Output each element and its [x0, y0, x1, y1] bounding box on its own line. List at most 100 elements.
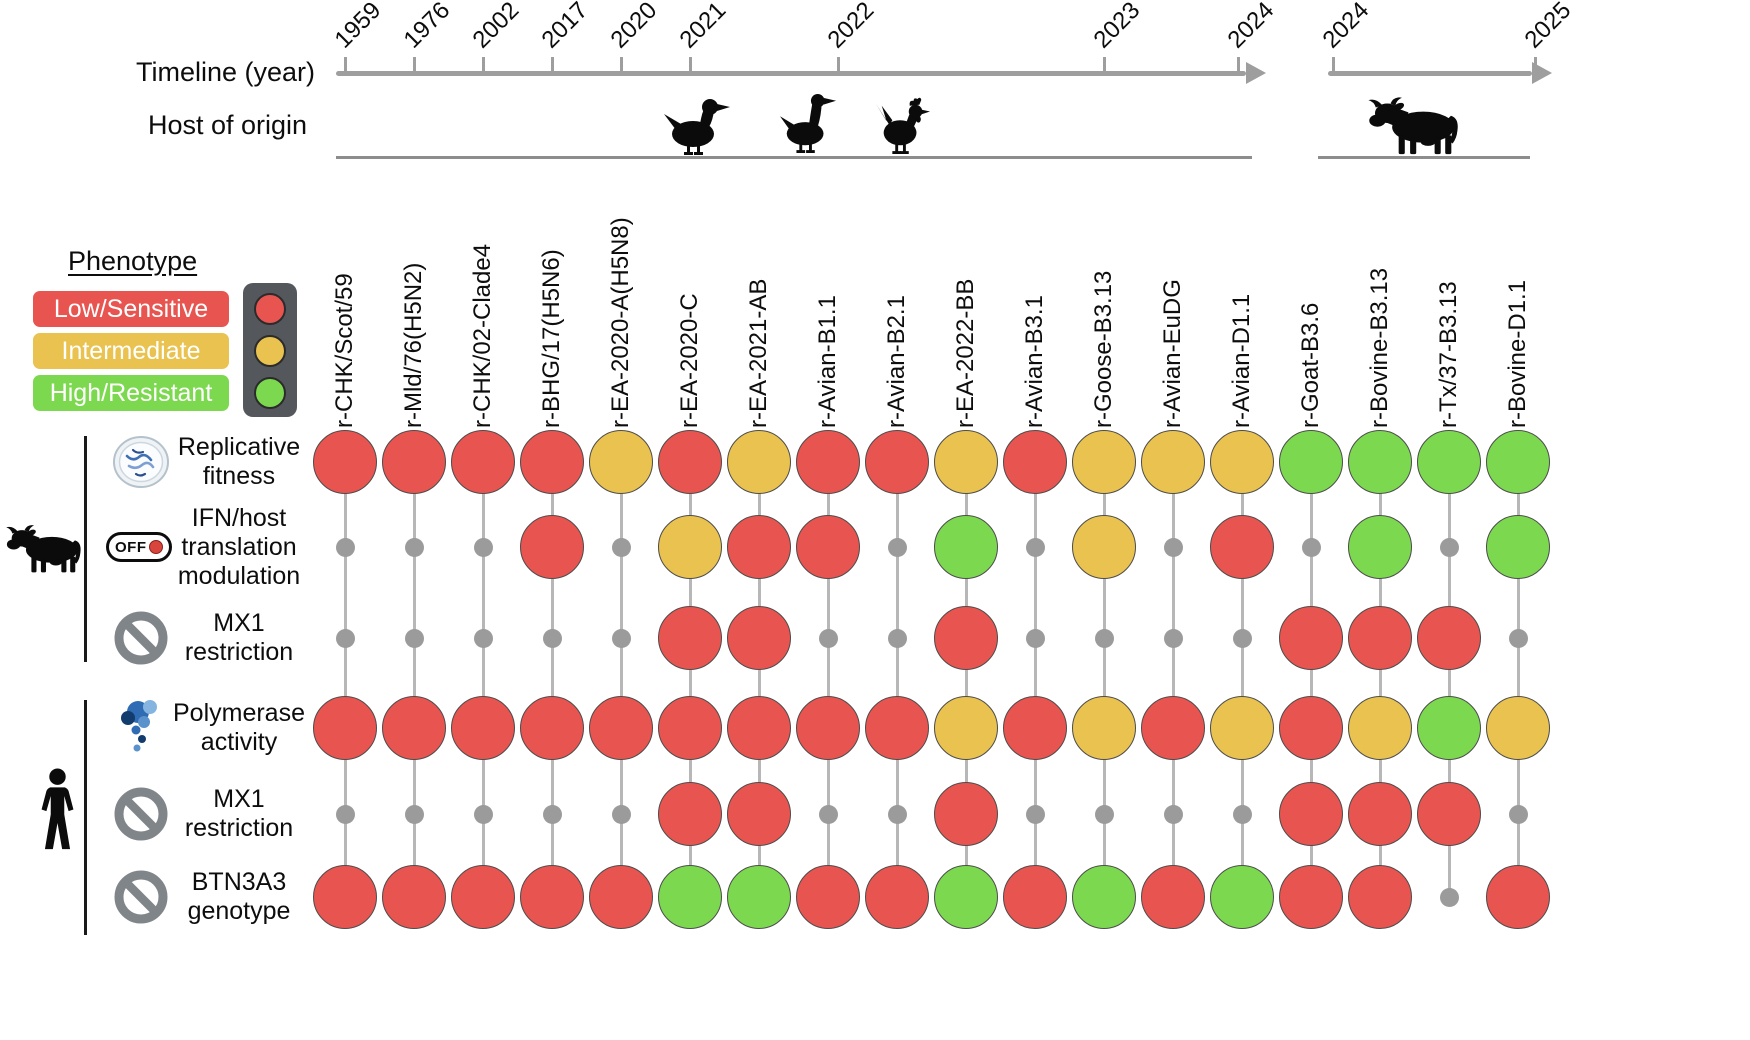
phenotype-cell	[1348, 782, 1412, 846]
avian-timeline-axis	[336, 71, 1246, 76]
phenotype-cell	[1210, 865, 1274, 929]
off-switch-icon: OFF	[106, 532, 172, 562]
column-header: r-EA-2021-AB	[745, 278, 772, 428]
column-header: r-Goat-B3.6	[1297, 302, 1324, 428]
phenotype-cell	[1003, 865, 1067, 929]
year-tick	[1331, 57, 1335, 72]
phenotype-cell	[313, 865, 377, 929]
off-switch-red-dot	[149, 540, 163, 554]
empty-cell-dot	[335, 804, 355, 824]
phenotype-cell	[520, 865, 584, 929]
empty-cell-dot	[473, 804, 493, 824]
row-label-polymerase-activity: Polymerase activity	[173, 699, 305, 756]
year-label: 2022	[822, 0, 880, 54]
row-label-mx1-restriction-bovine: MX1 restriction	[184, 609, 294, 666]
petri-dish-icon	[113, 436, 169, 488]
phenotype-cell	[313, 696, 377, 760]
empty-cell-dot	[404, 804, 424, 824]
column-header: r-EA-2020-A(H5N8)	[607, 217, 634, 428]
phenotype-cell	[1486, 515, 1550, 579]
phenotype-cell	[934, 515, 998, 579]
empty-cell-dot	[404, 628, 424, 648]
column-connector-line	[1379, 462, 1382, 897]
phenotype-cell	[520, 430, 584, 494]
bovine-host-underline	[1318, 156, 1530, 159]
phenotype-cell	[1417, 782, 1481, 846]
column-connector-line	[1034, 462, 1037, 897]
year-tick	[619, 57, 623, 72]
column-header: r-CHK/02-Clade4	[469, 243, 496, 428]
year-label: 2021	[674, 0, 732, 54]
column-connector-line	[1310, 462, 1313, 897]
phenotype-cell	[1072, 515, 1136, 579]
year-tick	[688, 57, 692, 72]
empty-cell-dot	[1163, 804, 1183, 824]
cow-icon	[1368, 97, 1458, 155]
row-label-ifn-host-translation-modulation: IFN/host translation modulation	[177, 503, 301, 590]
legend-heading: Phenotype	[68, 246, 198, 276]
phenotype-cell	[1210, 430, 1274, 494]
phenotype-cell	[1279, 430, 1343, 494]
bovine-group-bracket	[84, 436, 87, 662]
empty-cell-dot	[1094, 628, 1114, 648]
empty-cell-dot	[1508, 628, 1528, 648]
empty-cell-dot	[1232, 628, 1252, 648]
year-label: 2002	[467, 0, 525, 54]
empty-cell-dot	[1439, 537, 1459, 557]
column-header: r-Avian-B1.1	[814, 295, 841, 428]
year-tick	[412, 57, 416, 72]
row-label-btn3a3-genotype: BTN3A3 genotype	[187, 868, 291, 925]
phenotype-cell	[1072, 696, 1136, 760]
column-header: r-Goose-B3.13	[1090, 270, 1117, 428]
year-label: 2024	[1222, 0, 1280, 54]
bovine-timeline-arrowhead	[1532, 62, 1552, 84]
column-connector-line	[758, 462, 761, 897]
empty-cell-dot	[887, 628, 907, 648]
column-connector-line	[413, 462, 416, 897]
row-label-mx1-restriction-human: MX1 restriction	[184, 785, 294, 842]
bovine-timeline-axis	[1328, 71, 1532, 76]
year-label: 2025	[1519, 0, 1577, 54]
empty-cell-dot	[611, 628, 631, 648]
empty-cell-dot	[335, 537, 355, 557]
column-connector-line	[1103, 462, 1106, 897]
phenotype-cell	[727, 606, 791, 670]
empty-cell-dot	[473, 628, 493, 648]
phenotype-cell	[520, 696, 584, 760]
phenotype-cell	[727, 515, 791, 579]
phenotype-cell	[1417, 606, 1481, 670]
phenotype-cell	[1210, 515, 1274, 579]
phenotype-cell	[658, 606, 722, 670]
human-icon	[41, 768, 74, 850]
phenotype-cell	[1072, 865, 1136, 929]
year-tick	[481, 57, 485, 72]
duck-icon	[664, 99, 730, 155]
empty-cell-dot	[818, 804, 838, 824]
phenotype-cell	[1348, 606, 1412, 670]
column-header: r-Avian-D1.1	[1228, 293, 1255, 428]
phenotype-cell	[382, 865, 446, 929]
year-label: 2017	[536, 0, 594, 54]
year-tick	[1102, 57, 1106, 72]
no-entry-icon	[114, 787, 168, 841]
empty-cell-dot	[1025, 804, 1045, 824]
phenotype-cell	[727, 865, 791, 929]
phenotype-cell	[589, 865, 653, 929]
empty-cell-dot	[404, 537, 424, 557]
column-connector-line	[965, 462, 968, 897]
phenotype-cell	[934, 696, 998, 760]
phenotype-cell	[658, 865, 722, 929]
traffic-light-green	[254, 377, 286, 409]
phenotype-cell	[589, 696, 653, 760]
year-label: 2020	[605, 0, 663, 54]
empty-cell-dot	[1025, 537, 1045, 557]
year-tick	[1236, 57, 1240, 72]
empty-cell-dot	[1232, 804, 1252, 824]
phenotype-cell	[796, 865, 860, 929]
empty-cell-dot	[1163, 537, 1183, 557]
phenotype-cell	[1486, 430, 1550, 494]
column-connector-line	[551, 462, 554, 897]
phenotype-cell	[589, 430, 653, 494]
host-of-origin-label: Host of origin	[148, 110, 308, 140]
